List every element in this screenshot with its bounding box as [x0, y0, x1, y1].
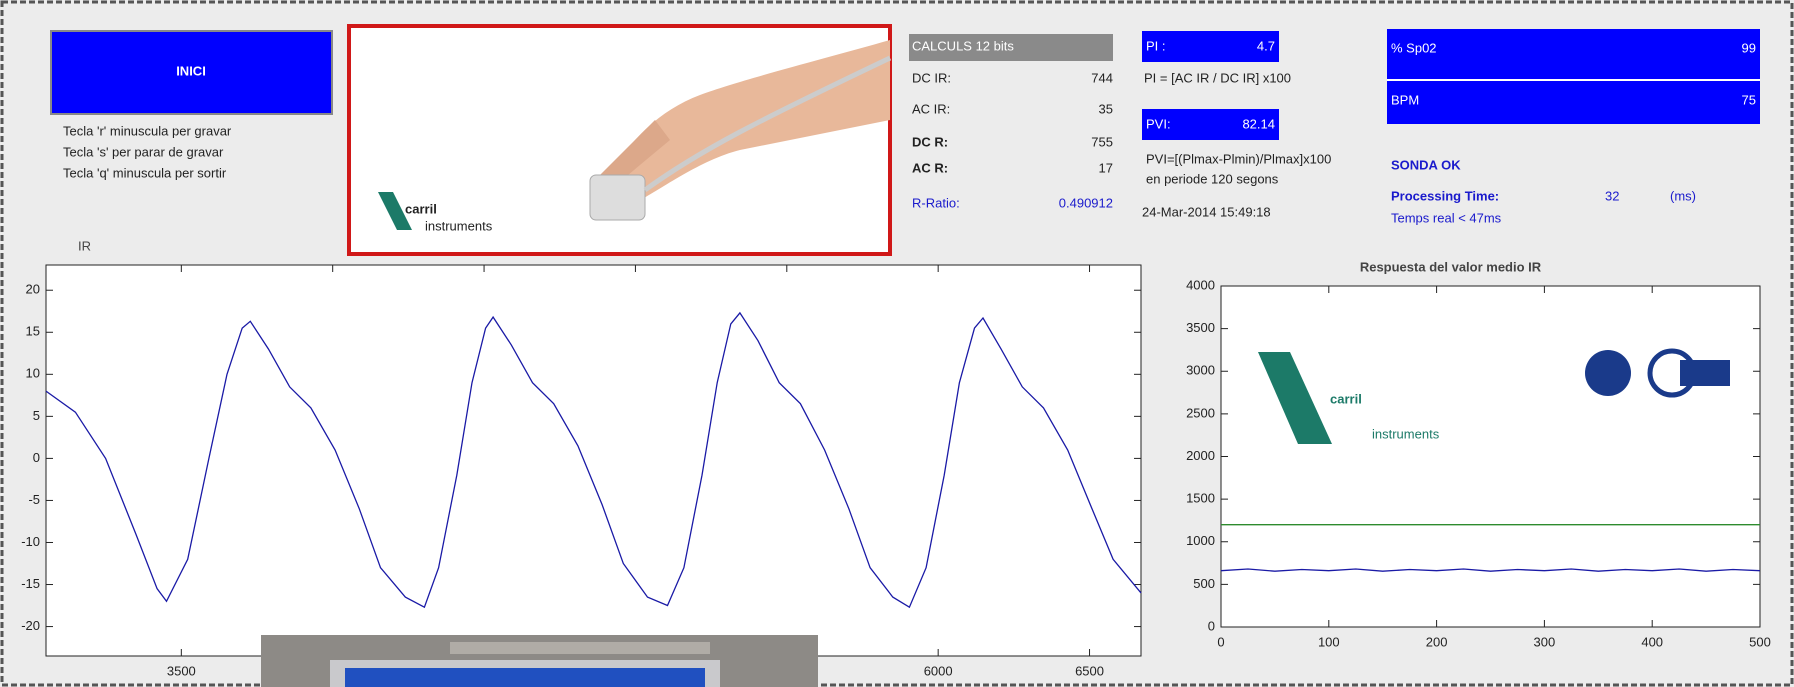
instruction: Tecla 'q' minuscula per sortir — [63, 165, 227, 180]
x-tick-label: 300 — [1534, 634, 1556, 649]
y-tick-label: 15 — [26, 324, 40, 339]
y-tick-label: -10 — [21, 534, 40, 549]
y-tick-label: 0 — [1208, 618, 1215, 633]
x-tick-label: 200 — [1426, 634, 1448, 649]
pi-formula: PI = [AC IR / DC IR] x100 — [1144, 70, 1291, 85]
calc-value: 744 — [1091, 70, 1113, 85]
y-tick-label: 2500 — [1186, 405, 1215, 420]
start-button-label: INICI — [176, 63, 206, 78]
y-axis-label: IR — [78, 238, 91, 253]
vital-label: % Sp02 — [1391, 40, 1437, 55]
calc-label: R-Ratio: — [912, 195, 960, 210]
y-tick-label: 2000 — [1186, 448, 1215, 463]
instruction: Tecla 'r' minuscula per gravar — [63, 123, 232, 138]
pvi-formula: PVI=[(Plmax-Plmin)/Plmax]x100 — [1146, 151, 1331, 166]
y-tick-label: -15 — [21, 576, 40, 591]
finger-clip — [590, 175, 645, 220]
app-window: INICI Tecla 'r' minuscula per gravar Tec… — [0, 0, 1794, 687]
x-tick-label: 3500 — [167, 663, 196, 678]
processing-unit: (ms) — [1670, 188, 1696, 203]
plot-area — [46, 265, 1141, 656]
pi-label: PI : — [1146, 38, 1166, 53]
probe-status: SONDA OK — [1391, 157, 1461, 172]
y-tick-label: -20 — [21, 618, 40, 633]
y-tick-label: 20 — [26, 282, 40, 297]
y-tick-label: 5 — [33, 408, 40, 423]
y-tick-label: 1000 — [1186, 533, 1215, 548]
x-tick-label: 0 — [1217, 634, 1224, 649]
calc-label: AC IR: — [912, 101, 950, 116]
x-tick-label: 100 — [1318, 634, 1340, 649]
plot-area — [1221, 286, 1760, 627]
y-tick-label: 3000 — [1186, 363, 1215, 378]
calc-label: DC R: — [912, 134, 948, 149]
charts: 3500400045005000550060006500-20-15-10-50… — [21, 238, 1771, 678]
calc-value: 17 — [1099, 160, 1113, 175]
x-tick-label: 500 — [1749, 634, 1771, 649]
processing-note: Temps real < 47ms — [1391, 210, 1502, 225]
pi-value: 4.7 — [1257, 38, 1275, 53]
pvi-label: PVI: — [1146, 116, 1171, 131]
chart-title: Respuesta del valor medio IR — [1360, 259, 1542, 274]
y-tick-label: 3500 — [1186, 320, 1215, 335]
device-shelf — [450, 642, 710, 654]
pvi-period: en periode 120 segons — [1146, 171, 1279, 186]
laptop-screen — [345, 668, 705, 687]
pvi-value: 82.14 — [1242, 116, 1275, 131]
x-tick-label: 400 — [1641, 634, 1663, 649]
vital-value: 99 — [1742, 40, 1756, 55]
quality-badge — [1585, 350, 1631, 396]
page: INICI Tecla 'r' minuscula per gravar Tec… — [0, 0, 1794, 687]
logo-subtitle: instruments — [1372, 426, 1440, 441]
x-tick-label: 6500 — [1075, 663, 1104, 678]
y-tick-label: -5 — [28, 492, 40, 507]
calc-value: 0.490912 — [1059, 195, 1113, 210]
iso-plate — [1680, 360, 1730, 386]
calc-label: DC IR: — [912, 70, 951, 85]
y-tick-label: 1500 — [1186, 491, 1215, 506]
processing-label: Processing Time: — [1391, 188, 1499, 203]
vitals-box — [1387, 29, 1760, 124]
timestamp: 24-Mar-2014 15:49:18 — [1142, 204, 1271, 219]
calc-label: AC R: — [912, 160, 948, 175]
logo-subtitle: instruments — [425, 218, 493, 233]
vital-value: 75 — [1742, 92, 1756, 107]
y-tick-label: 0 — [33, 450, 40, 465]
photo-overlay — [261, 635, 818, 687]
calc-value: 35 — [1099, 101, 1113, 116]
processing-value: 32 — [1605, 188, 1619, 203]
instruction: Tecla 's' per parar de gravar — [63, 144, 224, 159]
logo-name: carril — [1330, 391, 1362, 406]
x-tick-label: 6000 — [924, 663, 953, 678]
calc-value: 755 — [1091, 134, 1113, 149]
y-tick-label: 4000 — [1186, 277, 1215, 292]
vital-label: BPM — [1391, 92, 1419, 107]
y-tick-label: 500 — [1193, 576, 1215, 591]
logo-name: carril — [405, 201, 437, 216]
calculs-title: CALCULS 12 bits — [912, 38, 1014, 53]
y-tick-label: 10 — [26, 366, 40, 381]
